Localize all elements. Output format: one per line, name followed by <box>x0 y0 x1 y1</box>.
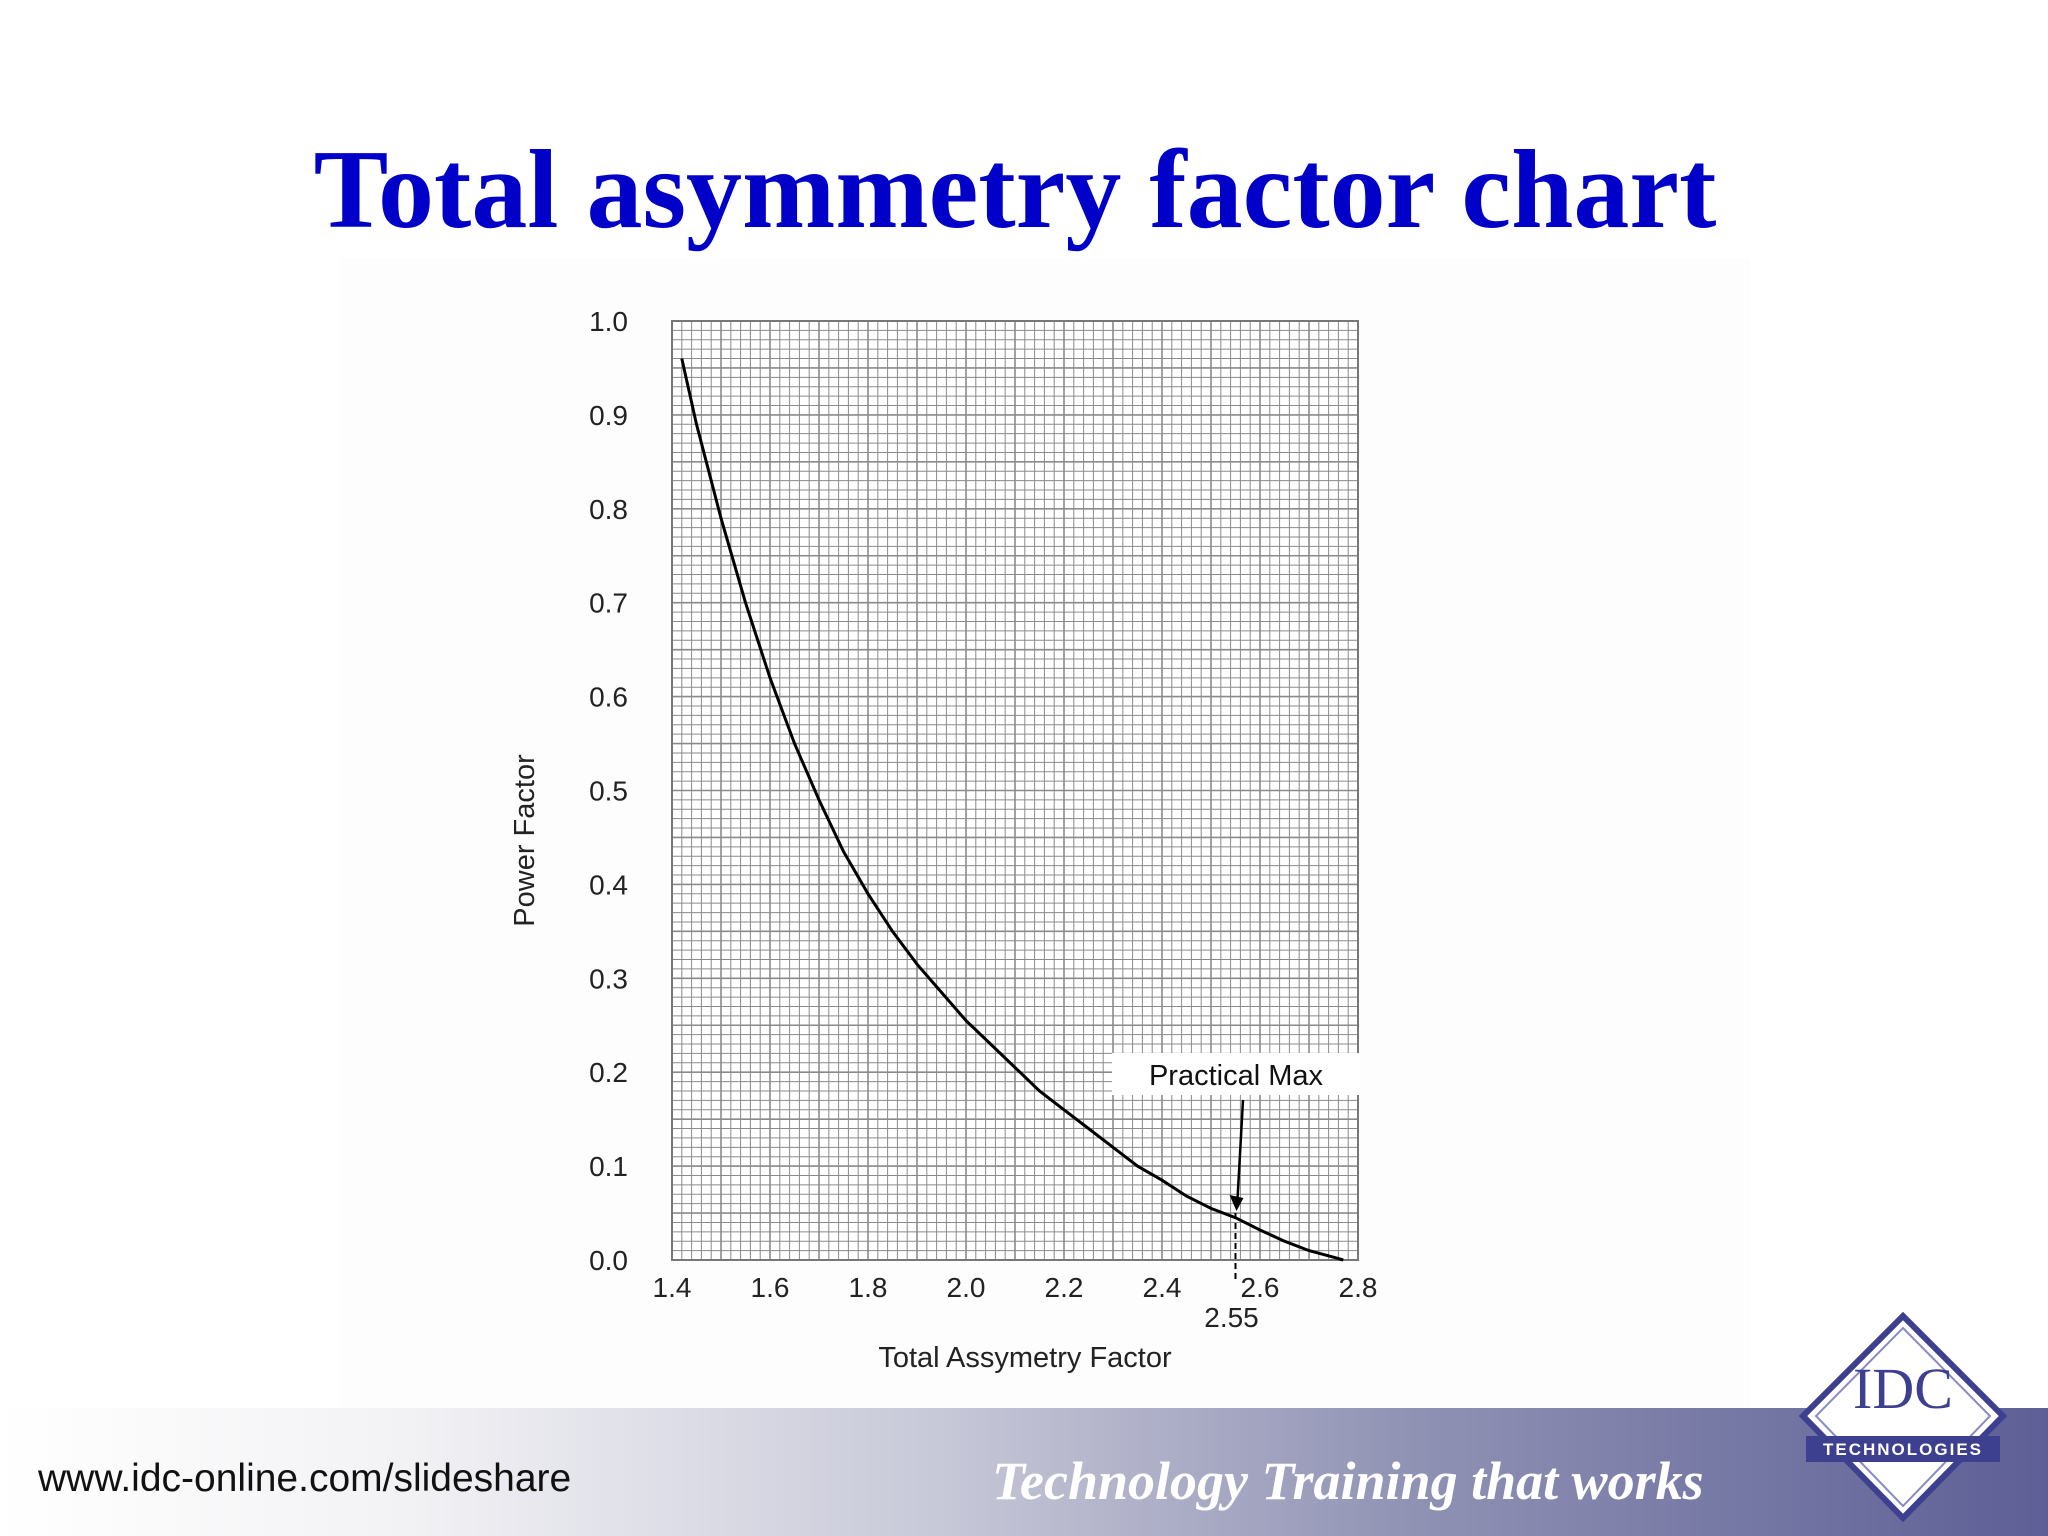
plot-border <box>671 320 1359 1261</box>
y-tick-label: 1.0 <box>589 306 628 337</box>
y-tick-label: 0.5 <box>589 776 628 807</box>
y-tick-label: 0.9 <box>589 400 628 431</box>
chart-panel: 0.0 0.1 0.2 0.3 0.4 0.5 0.6 0.7 0.8 0.9 1.0 1.4 1.6… <box>340 258 1750 1408</box>
y-tick-label: 0.6 <box>589 682 628 713</box>
y-axis-label: Power Factor <box>509 754 541 927</box>
practical-max-label: Practical Max <box>1149 1060 1324 1092</box>
y-tick-label: 0.3 <box>589 963 628 994</box>
footer-band <box>0 1408 2048 1536</box>
x-tick-label: 2.6 <box>1241 1272 1280 1303</box>
x-axis-label: Total Assymetry Factor <box>878 1342 1172 1374</box>
x-tick-label: 2.4 <box>1143 1272 1182 1303</box>
y-tick-labels: 0.0 0.1 0.2 0.3 0.4 0.5 0.6 0.7 0.8 0.9 1.0 <box>589 306 628 1276</box>
practical-max-arrowhead <box>1229 1195 1244 1212</box>
logo-inner-diamond <box>1814 1326 1992 1508</box>
y-tick-label: 0.2 <box>589 1057 628 1088</box>
idc-logo: IDC TECHNOLOGIES <box>1798 1312 2008 1523</box>
y-tick-label: 0.4 <box>589 869 628 900</box>
x-tick-label: 1.4 <box>653 1272 692 1303</box>
logo-diamond <box>1798 1312 2008 1523</box>
annotations: Practical Max 2.55 <box>1112 1053 1360 1333</box>
footer-url[interactable]: www.idc-online.com/slideshare <box>38 1457 572 1500</box>
footer-slogan: Technology Training that works <box>992 1451 1704 1511</box>
practical-max-arrow <box>1236 1099 1245 1200</box>
x-tick-label: 1.6 <box>751 1272 790 1303</box>
x-tick-labels: 1.4 1.6 1.8 2.0 2.2 2.4 2.6 2.8 <box>653 1272 1378 1303</box>
y-tick-label: 0.8 <box>589 494 628 525</box>
x-tick-label: 2.2 <box>1045 1272 1084 1303</box>
practical-max-label-bg <box>1112 1053 1360 1095</box>
slide-title: Total asymmetry factor chart <box>313 128 1717 252</box>
power-factor-curve <box>680 358 1344 1262</box>
logo-name: IDC <box>1853 1356 1953 1421</box>
x-tick-label: 1.8 <box>849 1272 888 1303</box>
practical-max-value-label: 2.55 <box>1204 1302 1259 1333</box>
logo-subtitle: TECHNOLOGIES <box>1823 1440 1983 1459</box>
chart-svg: 0.0 0.1 0.2 0.3 0.4 0.5 0.6 0.7 0.8 0.9 1.0 1.4 1.6… <box>509 306 1378 1374</box>
grid-minor <box>671 320 1359 1261</box>
logo-band <box>1806 1436 2000 1462</box>
x-tick-label: 2.0 <box>947 1272 986 1303</box>
grid-major <box>671 320 1359 1261</box>
y-tick-label: 0.0 <box>589 1245 628 1276</box>
x-tick-label: 2.8 <box>1339 1272 1378 1303</box>
y-tick-label: 0.1 <box>589 1151 628 1182</box>
y-tick-label: 0.7 <box>589 588 628 619</box>
